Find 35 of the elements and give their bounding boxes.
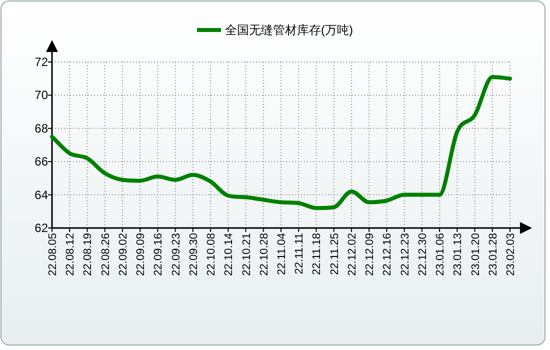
- x-tick-label: 23.01.13: [452, 233, 464, 276]
- legend-label: 全国无缝管材库存(万吨): [225, 23, 353, 37]
- x-tick-label: 22.09.23: [170, 233, 182, 276]
- x-tick-label: 22.09.09: [135, 233, 148, 276]
- y-tick-label: 64: [34, 188, 48, 202]
- y-tick-label: 68: [34, 121, 48, 136]
- x-tick-label: 22.12.30: [416, 233, 429, 276]
- x-tick-label: 23.01.20: [470, 233, 482, 276]
- x-tick-label: 22.11.18: [311, 233, 324, 276]
- x-tick-label: 22.12.02: [346, 233, 358, 276]
- x-tick-label: 22.12.16: [382, 233, 394, 276]
- y-tick-label: 66: [34, 154, 48, 169]
- line-series: [50, 74, 512, 210]
- x-tick-label: 23.01.28: [487, 233, 500, 276]
- x-tick-label: 23.01.06: [434, 233, 447, 276]
- y-tick-label: 72: [34, 55, 48, 69]
- y-tick-label: 62: [34, 221, 48, 235]
- y-tick-label: 70: [34, 88, 48, 102]
- x-tick-label: 22.12.23: [399, 233, 412, 276]
- x-tick-label: 22.09.02: [117, 233, 130, 276]
- x-tick-label: 22.12.09: [364, 233, 376, 276]
- x-tick-label: 22.11.25: [328, 233, 341, 276]
- x-tick-label: 22.08.12: [64, 233, 77, 276]
- x-tick-label: 22.10.21: [240, 233, 253, 276]
- x-tick-label: 22.08.05: [47, 233, 59, 276]
- x-tick-label: 22.11.11: [294, 233, 306, 274]
- x-tick-label: 22.10.14: [223, 233, 236, 276]
- x-tick-label: 22.10.08: [206, 233, 218, 276]
- x-tick-label: 22.09.30: [188, 233, 200, 276]
- x-tick-label: 22.10.28: [258, 233, 270, 276]
- x-tick-label: 22.08.19: [82, 233, 94, 276]
- x-tick-label: 22.09.16: [152, 233, 165, 276]
- x-tick-label: 23.02.03: [505, 233, 517, 276]
- x-tick-label: 22.11.04: [276, 233, 288, 276]
- x-tick-label: 22.08.26: [100, 233, 112, 276]
